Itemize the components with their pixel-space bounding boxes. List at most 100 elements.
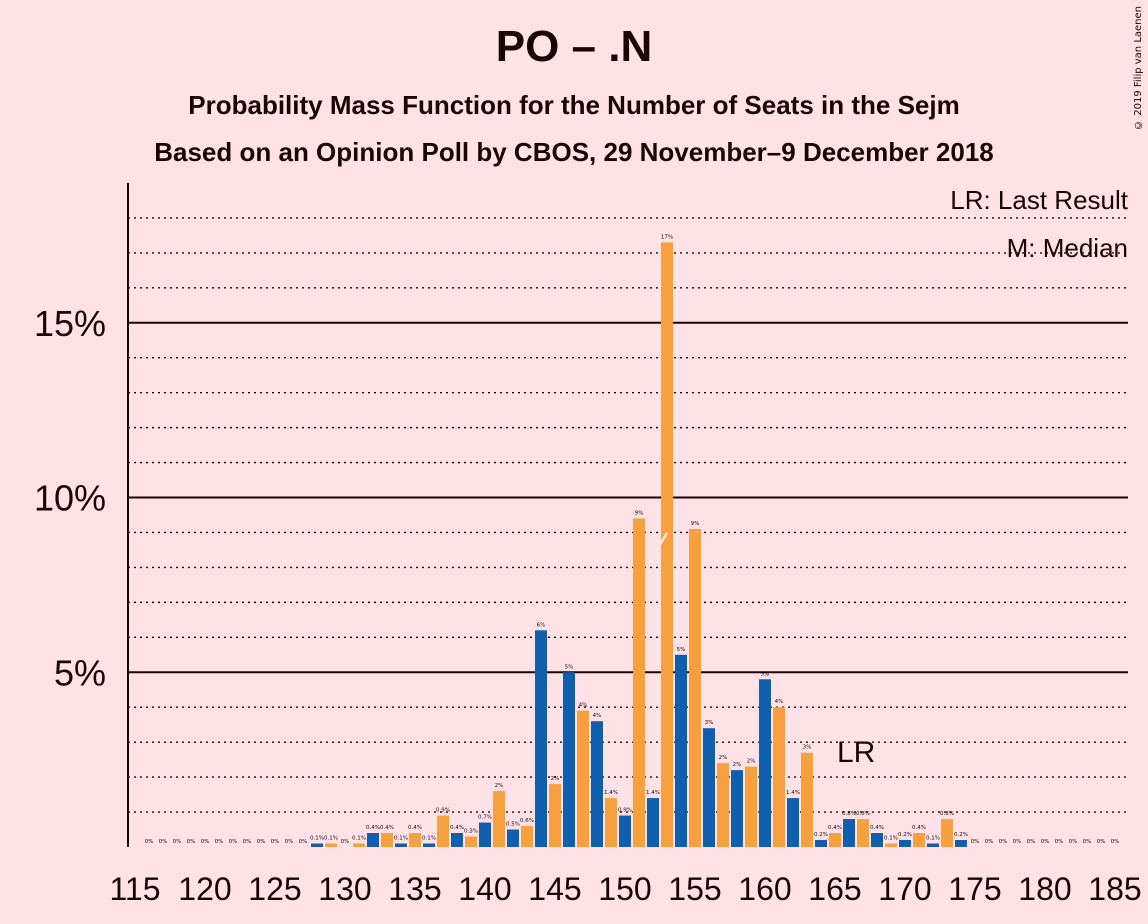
bar-165	[829, 833, 841, 847]
legend-median: M: Median	[1006, 233, 1128, 263]
bar-170	[899, 840, 911, 847]
bar-label-168: 0.4%	[870, 825, 884, 831]
bar-148	[591, 721, 603, 847]
bar-146	[563, 672, 575, 847]
bar-128	[311, 843, 323, 847]
bar-164	[815, 840, 827, 847]
bar-label-150: 0.9%	[618, 808, 632, 814]
bar-161	[773, 707, 785, 847]
bar-label-181: 0%	[1055, 839, 1064, 845]
bar-label-164: 0.2%	[814, 832, 828, 838]
x-tick-label: 140	[458, 871, 511, 907]
bar-label-135: 0.4%	[408, 825, 422, 831]
bar-154	[675, 654, 687, 847]
bar-label-184: 0%	[1097, 839, 1106, 845]
bar-131	[353, 843, 365, 847]
axes: 5% 10% 15% 115 120 125 130 135 140 145 150 155 160 16…	[34, 183, 1142, 907]
bar-133	[381, 833, 393, 847]
bar-label-126: 0%	[285, 839, 294, 845]
bar-label-120: 0%	[201, 839, 210, 845]
bar-139	[465, 836, 477, 847]
bar-label-131: 0.1%	[352, 836, 366, 842]
bar-136	[423, 843, 435, 847]
bar-label-176: 0%	[985, 839, 994, 845]
last-result-marker: LR	[837, 736, 875, 769]
x-tick-label: 165	[808, 871, 861, 907]
bar-label-165: 0.4%	[828, 825, 842, 831]
bar-label-154: 5%	[677, 647, 686, 653]
bar-label-122: 0%	[229, 839, 238, 845]
bar-140	[479, 822, 491, 847]
bar-label-175: 0%	[971, 839, 980, 845]
bar-label-171: 0.4%	[912, 825, 926, 831]
x-tick-label: 120	[178, 871, 231, 907]
x-tick-label: 145	[528, 871, 581, 907]
bar-134	[395, 843, 407, 847]
bar-label-127: 0%	[299, 839, 308, 845]
bar-144	[535, 630, 547, 847]
bar-label-119: 0%	[187, 839, 196, 845]
bar-label-174: 0.2%	[954, 832, 968, 838]
bar-label-169: 0.1%	[884, 836, 898, 842]
bar-129	[325, 843, 337, 847]
bar-label-170: 0.2%	[898, 832, 912, 838]
bar-151	[633, 518, 645, 847]
bar-label-172: 0.1%	[926, 836, 940, 842]
bar-157	[717, 763, 729, 847]
bar-label-155: 9%	[691, 521, 700, 527]
bar-label-137: 0.9%	[436, 808, 450, 814]
bar-174	[955, 840, 967, 847]
bar-168	[871, 833, 883, 847]
bar-label-178: 0%	[1013, 839, 1022, 845]
bar-147	[577, 710, 589, 847]
bar-138	[451, 833, 463, 847]
bar-label-118: 0%	[173, 839, 182, 845]
bar-label-185: 0%	[1111, 839, 1120, 845]
legend-last-result: LR: Last Result	[950, 185, 1128, 215]
bar-label-136: 0.1%	[422, 836, 436, 842]
bar-label-151: 9%	[635, 510, 644, 516]
bar-169	[885, 843, 897, 847]
bar-label-153: 17%	[661, 234, 673, 240]
bar-label-123: 0%	[243, 839, 252, 845]
bar-label-128: 0.1%	[310, 836, 324, 842]
bar-label-143: 0.6%	[520, 818, 534, 824]
bar-141	[493, 791, 505, 847]
y-tick-label: 10%	[34, 478, 106, 519]
chart-subtitle: Probability Mass Function for the Number…	[188, 90, 960, 120]
bar-143	[521, 826, 533, 847]
bar-156	[703, 728, 715, 847]
chart-title: PO – .N	[495, 22, 653, 71]
bar-label-138: 0.4%	[450, 825, 464, 831]
bar-label-117: 0%	[159, 839, 168, 845]
bar-166	[843, 819, 855, 847]
bar-173	[941, 819, 953, 847]
median-marker	[651, 532, 669, 548]
bar-label-129: 0.1%	[324, 836, 338, 842]
bar-142	[507, 829, 519, 847]
markers: LR	[651, 532, 875, 769]
bar-152	[647, 798, 659, 847]
bar-label-166: 0.8%	[842, 811, 856, 817]
bar-label-182: 0%	[1069, 839, 1078, 845]
bar-label-179: 0%	[1027, 839, 1036, 845]
bar-label-124: 0%	[257, 839, 266, 845]
bar-label-140: 0.7%	[478, 815, 492, 821]
bar-160	[759, 679, 771, 847]
x-tick-label: 135	[388, 871, 441, 907]
bar-137	[437, 815, 449, 847]
x-tick-label: 170	[878, 871, 931, 907]
bar-label-173: 0.8%	[940, 811, 954, 817]
x-tick-label: 115	[109, 871, 160, 907]
bar-label-142: 0.5%	[506, 822, 520, 828]
bar-labels: 0% 0% 0% 0% 0% 0% 0% 0% 0% 0% 0% 0%0.1% 0.1%0%0.1%0.…	[145, 234, 1120, 845]
bar-149	[605, 798, 617, 847]
x-tick-label: 125	[248, 871, 301, 907]
bar-label-144: 6%	[537, 622, 546, 628]
bar-label-159: 2%	[747, 759, 756, 765]
bar-label-149: 1.4%	[604, 790, 618, 796]
bar-171	[913, 833, 925, 847]
bar-label-160: 5%	[761, 671, 770, 677]
bar-label-148: 4%	[593, 713, 602, 719]
